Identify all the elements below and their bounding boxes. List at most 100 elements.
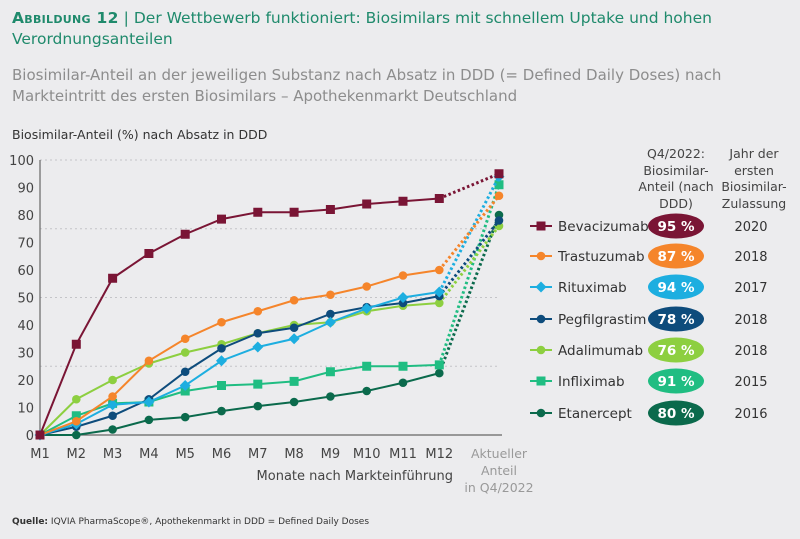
data-point — [324, 316, 336, 328]
data-point — [217, 344, 226, 353]
approval-year: 2018 — [734, 313, 767, 328]
y-tick-label: 30 — [17, 347, 34, 362]
share-badge — [648, 306, 704, 332]
data-point — [434, 194, 444, 203]
data-point — [253, 328, 263, 338]
series-rituximab — [34, 171, 505, 441]
data-point — [435, 265, 444, 275]
y-axis-label: Biosimilar-Anteil (%) nach Absatz in DDD — [12, 127, 268, 142]
data-point — [326, 392, 335, 401]
data-point — [288, 333, 300, 345]
legend-label: Rituximab — [558, 280, 627, 296]
data-point — [362, 361, 372, 371]
figure-subtitle: Biosimilar-Anteil an der jeweiligen Subs… — [12, 66, 722, 105]
series-dotted-connector — [437, 184, 501, 366]
series-dotted-connector — [438, 172, 500, 200]
x-tick-label: M5 — [175, 447, 195, 462]
figure-title-text: Der Wettbewerb funktioniert: Biosimilars… — [12, 9, 712, 48]
y-tick-label: 0 — [26, 429, 34, 444]
data-point — [289, 397, 299, 407]
series-etanercept — [35, 210, 504, 440]
legend-marker-icon — [536, 408, 546, 418]
legend-marker-icon — [536, 314, 546, 324]
y-tick-label: 70 — [17, 237, 34, 252]
legend-label: Etanercept — [558, 406, 632, 422]
series-dotted-connector — [438, 219, 501, 298]
share-badge — [648, 243, 704, 269]
data-point — [398, 378, 408, 388]
data-point — [289, 207, 299, 217]
data-point — [108, 425, 117, 434]
data-point — [326, 309, 335, 319]
legend-marker-icon — [536, 221, 546, 231]
approval-year: 2016 — [734, 407, 767, 422]
y-tick-label: 40 — [17, 319, 34, 334]
x-tick-label: M9 — [321, 447, 341, 462]
data-point — [179, 380, 191, 391]
share-badge-label: 78 % — [657, 312, 694, 328]
series-line — [39, 269, 440, 436]
data-point — [494, 216, 504, 225]
data-point — [144, 249, 154, 258]
data-point — [217, 214, 226, 224]
x-tick-label: M10 — [353, 447, 381, 462]
approval-year: 2020 — [734, 220, 767, 235]
data-point — [494, 191, 504, 201]
legend-item-infliximab: Infliximab 91 % 2015 — [530, 368, 768, 394]
data-point — [253, 379, 263, 389]
data-point — [361, 303, 373, 314]
data-point — [326, 290, 335, 300]
series-line — [39, 363, 440, 436]
series-line — [39, 197, 440, 436]
figure-label: Abbildung 12 — [12, 9, 119, 27]
data-point — [217, 406, 226, 416]
data-point — [253, 306, 263, 316]
data-point — [144, 415, 154, 425]
data-point — [434, 360, 444, 370]
data-point — [362, 282, 372, 291]
data-point — [180, 348, 190, 357]
legend-header-share: Q4/2022: Biosimilar-Anteil (nach DDD) — [638, 146, 714, 211]
data-point — [253, 401, 263, 411]
series-line — [40, 372, 440, 436]
data-point — [35, 430, 45, 440]
data-point — [108, 392, 117, 401]
data-point — [494, 180, 504, 190]
legend-item-adalimumab: Adalimumab 76 % 2018 — [530, 337, 768, 363]
series-trastuzumab — [35, 191, 504, 440]
legend-item-trastuzumab: Trastuzumab 87 % 2018 — [530, 243, 768, 269]
y-tick-label: 90 — [17, 182, 34, 197]
legend-item-etanercept: Etanercept 80 % 2016 — [530, 400, 768, 426]
data-point — [398, 196, 408, 206]
y-tick-label: 100 — [9, 154, 34, 169]
x-tick-label: M12 — [425, 447, 453, 462]
x-tick-label: M4 — [139, 447, 159, 462]
data-point — [325, 367, 335, 377]
y-tick-label: 50 — [17, 292, 34, 307]
legend-label: Trastuzumab — [557, 249, 645, 265]
share-badge — [648, 213, 704, 239]
series-line — [39, 302, 440, 436]
data-point — [108, 411, 117, 421]
share-badge — [648, 274, 704, 300]
x-tick-label: M11 — [389, 447, 417, 462]
x-tick-label-current: Aktueller Anteil in Q4/2022 — [464, 446, 533, 495]
data-point — [289, 376, 299, 386]
data-point — [143, 396, 155, 408]
legend-marker-icon — [535, 281, 547, 293]
data-point — [72, 430, 81, 440]
data-point — [71, 411, 81, 421]
x-tick-label: M7 — [248, 447, 268, 462]
source-text: IQVIA PharmaScope®, Apothekenmarkt in DD… — [50, 517, 370, 527]
legend-item-bevacizumab: Bevacizumab 95 % 2020 — [530, 213, 768, 239]
legend-label: Pegfilgrastim — [558, 312, 646, 328]
data-point — [289, 323, 299, 333]
x-tick-label: M6 — [212, 447, 232, 462]
share-badge — [648, 400, 704, 426]
data-point — [435, 298, 444, 308]
source-note: Quelle: IQVIA PharmaScope®, Apothekenmar… — [12, 517, 369, 527]
series-dotted-connector — [438, 194, 501, 271]
legend-header-year: Jahr der ersten Biosimilar-Zulassung — [721, 146, 787, 211]
data-point — [252, 341, 264, 353]
